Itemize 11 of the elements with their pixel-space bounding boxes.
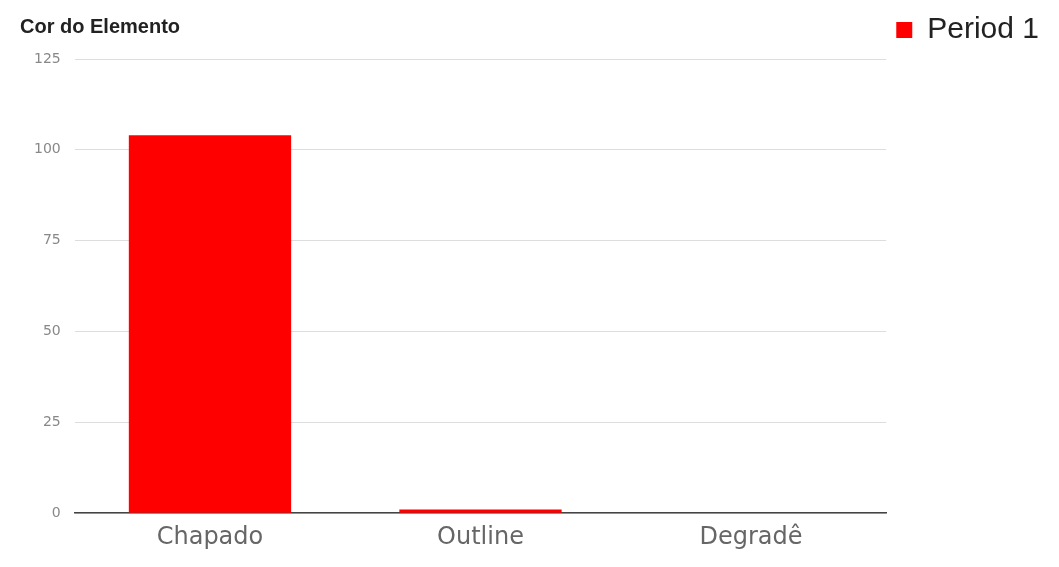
chart-title: Cor do Elemento: [20, 14, 181, 37]
y-tick-label: 0: [51, 503, 61, 520]
y-tick-label: 25: [42, 413, 61, 429]
y-tick-label: 75: [42, 231, 61, 248]
y-tick-label: 125: [33, 49, 61, 66]
x-tick-label: Chapado: [156, 521, 264, 550]
y-tick-label: 50: [42, 322, 61, 339]
x-tick-label: Degradê: [699, 521, 803, 550]
legend-label: Period 1: [927, 11, 1040, 45]
x-tick-label: Outline: [437, 521, 524, 550]
y-tick-label: 100: [33, 140, 61, 157]
